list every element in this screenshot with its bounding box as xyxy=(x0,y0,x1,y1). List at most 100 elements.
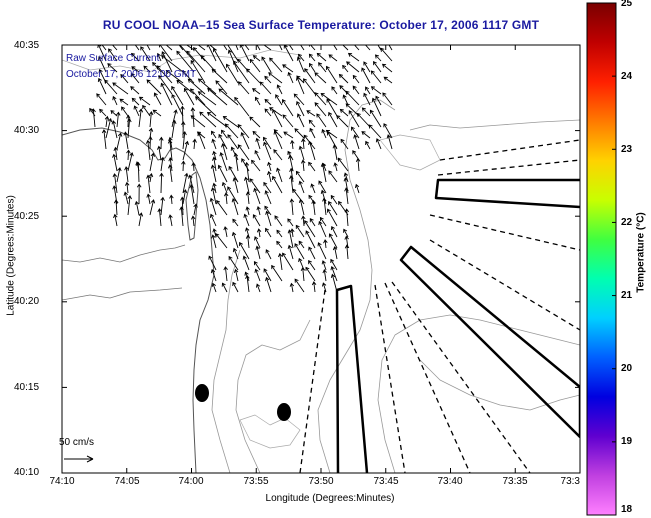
current-vector xyxy=(265,249,272,260)
current-vector xyxy=(255,245,261,260)
current-vector xyxy=(146,174,151,194)
current-vector xyxy=(253,187,261,205)
current-vector xyxy=(159,172,164,194)
current-vector xyxy=(330,194,338,205)
current-vector xyxy=(237,144,250,161)
current-vector xyxy=(191,161,196,172)
current-vector xyxy=(283,45,294,62)
current-vector xyxy=(251,159,261,172)
current-vector xyxy=(167,164,173,183)
current-vector xyxy=(344,208,350,227)
current-vector xyxy=(356,112,371,128)
current-vector xyxy=(116,167,122,183)
current-vector xyxy=(326,98,338,117)
current-vector xyxy=(186,50,206,73)
current-vector xyxy=(169,194,174,205)
current-vector xyxy=(287,150,294,161)
current-vector xyxy=(373,61,382,73)
current-vector xyxy=(243,176,250,194)
scale-label: 50 cm/s xyxy=(59,437,95,448)
current-vector xyxy=(276,84,283,95)
current-vector xyxy=(232,281,239,293)
colorbar-tick-label: 22 xyxy=(621,217,633,228)
current-vector xyxy=(305,266,316,282)
depth-contour xyxy=(419,359,580,411)
current-vector xyxy=(310,183,316,194)
current-vector xyxy=(186,45,195,51)
current-vector xyxy=(382,92,393,106)
current-vector xyxy=(108,48,118,62)
current-vector xyxy=(330,266,338,282)
current-vector xyxy=(370,86,382,95)
y-tick-label: 40:10 xyxy=(14,467,40,478)
current-vector xyxy=(293,93,305,106)
current-vector xyxy=(182,140,190,161)
current-vector xyxy=(226,63,239,84)
current-vector xyxy=(308,246,316,260)
plot-area xyxy=(62,45,580,473)
current-vector xyxy=(127,152,134,172)
exclusion-zone xyxy=(434,178,580,209)
current-vector xyxy=(237,124,250,139)
current-vector xyxy=(263,136,272,150)
current-vector xyxy=(331,86,338,95)
current-vector xyxy=(309,62,316,73)
current-vector xyxy=(215,80,228,95)
current-vector xyxy=(210,268,217,282)
current-vector xyxy=(316,113,327,128)
current-vector xyxy=(252,55,261,62)
current-vector xyxy=(311,281,317,293)
current-vector xyxy=(380,47,393,62)
current-vector xyxy=(295,224,305,238)
current-vector xyxy=(111,120,118,139)
coastline xyxy=(62,127,215,473)
current-vector xyxy=(289,198,295,216)
current-vector xyxy=(126,149,131,161)
current-vector xyxy=(290,139,295,150)
current-vector xyxy=(212,150,217,161)
x-tick-label: 73:3 xyxy=(560,476,580,487)
current-vector xyxy=(320,189,327,205)
current-vector xyxy=(133,105,140,117)
current-vector xyxy=(242,255,250,271)
current-vector xyxy=(266,170,272,183)
current-vector xyxy=(269,57,283,73)
current-vector xyxy=(240,132,250,150)
current-vector xyxy=(221,129,228,139)
surface-current-vectors xyxy=(89,45,393,293)
current-vector xyxy=(308,53,316,62)
depth-contour xyxy=(62,49,301,73)
current-vector xyxy=(206,112,228,128)
colorbar-tick-label: 21 xyxy=(621,290,633,301)
current-vector xyxy=(296,113,305,128)
exclusion-zone xyxy=(335,284,369,473)
y-tick-label: 40:15 xyxy=(14,382,40,393)
current-vector xyxy=(145,139,151,161)
current-vector xyxy=(254,236,261,249)
current-vector xyxy=(308,161,316,172)
current-vector xyxy=(309,127,316,139)
current-vector xyxy=(254,268,261,282)
current-vector xyxy=(342,94,349,106)
current-vector xyxy=(233,60,250,84)
current-vector xyxy=(149,152,156,172)
current-vector xyxy=(127,195,132,216)
current-vector xyxy=(193,47,206,62)
current-vector xyxy=(211,130,217,139)
current-vector xyxy=(148,111,154,128)
current-vector xyxy=(322,197,327,216)
current-vector xyxy=(314,72,327,84)
current-vector xyxy=(219,151,228,172)
current-vector xyxy=(337,157,349,172)
current-vector xyxy=(309,217,316,227)
current-vector xyxy=(124,181,130,194)
current-vector xyxy=(112,95,118,106)
current-vector xyxy=(321,282,327,293)
current-vector xyxy=(112,153,118,172)
current-vector xyxy=(269,107,283,117)
current-vector xyxy=(370,70,382,84)
current-vector xyxy=(221,143,228,161)
current-vector xyxy=(354,183,360,194)
current-vector xyxy=(123,131,129,150)
